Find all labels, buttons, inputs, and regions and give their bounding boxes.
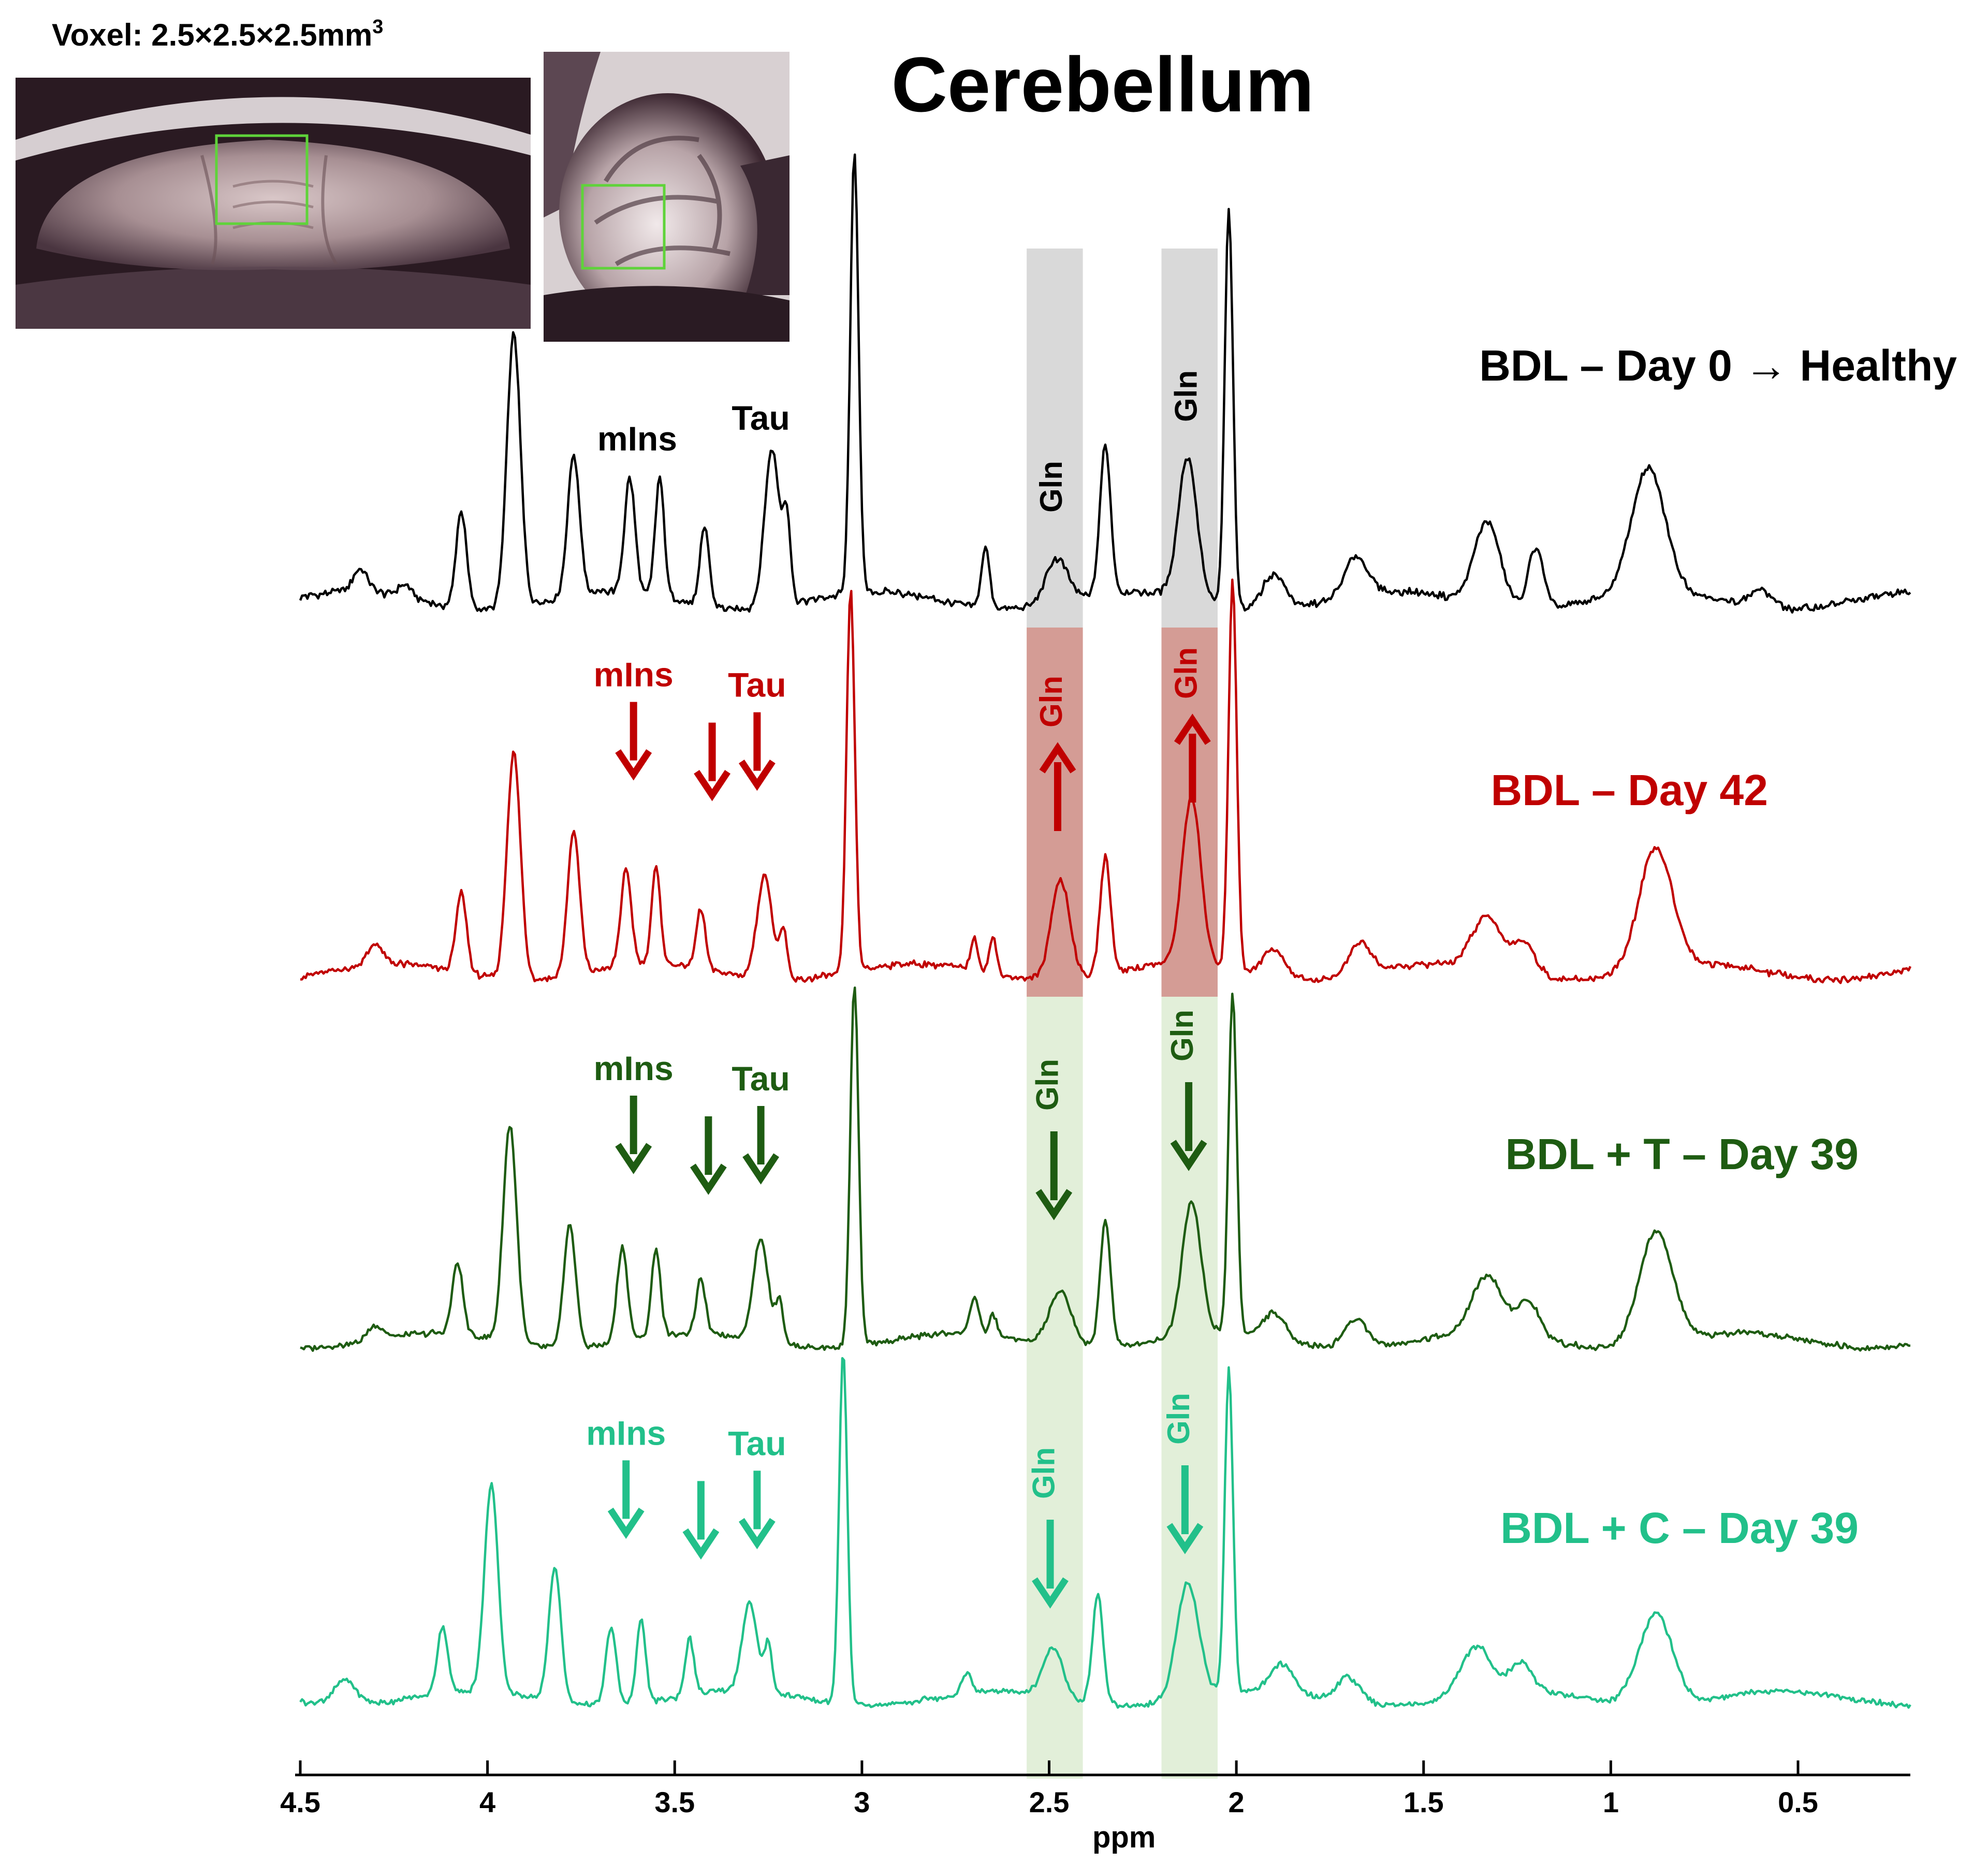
metabolite-label-2-1: Tau <box>732 1059 790 1098</box>
series-label-0: BDL – Day 0 → Healthy <box>1479 341 1957 390</box>
mri-sagittal-drawing <box>544 52 790 342</box>
metabolite-label-1-1: Tau <box>728 666 786 704</box>
x-tick-label-3: 3 <box>854 1786 870 1818</box>
x-tick-label-8: 0.5 <box>1778 1786 1818 1818</box>
x-tick-label-0: 4.5 <box>280 1786 320 1818</box>
spectrum-line-0 <box>299 153 1911 614</box>
mri-coronal-image <box>16 78 531 329</box>
series-label-1: BDL – Day 42 <box>1491 766 1768 814</box>
metabolite-arrow-3-1 <box>738 1470 776 1550</box>
mri-sagittal-image <box>544 52 790 342</box>
x-tick-label-6: 1.5 <box>1404 1786 1444 1818</box>
series-label-2: BDL + T – Day 39 <box>1505 1130 1859 1178</box>
metabolite-label-2-0: mIns <box>594 1049 674 1087</box>
spectrum-line-1 <box>300 578 1912 984</box>
gln-label-2-1: Gln <box>1165 1010 1200 1061</box>
metabolite-label-3-0: mIns <box>586 1414 666 1452</box>
metabolite-label-0-1: Tau <box>732 399 790 437</box>
voxel-size-label: Voxel: 2.5×2.5×2.5mm3 <box>52 16 383 52</box>
metabolite-arrow-extra-3-1 <box>682 1481 720 1560</box>
gln-label-3-0: Gln <box>1027 1447 1061 1499</box>
x-tick-label-1: 4 <box>479 1786 495 1818</box>
metabolite-arrow-2-1 <box>742 1106 780 1185</box>
gln-band-0-row-0 <box>1027 249 1083 628</box>
gln-arrow-3-0 <box>1032 1520 1069 1609</box>
metabolite-arrow-extra-2-1 <box>690 1116 727 1195</box>
gln-label-2-0: Gln <box>1030 1059 1065 1111</box>
gln-label-0-1: Gln <box>1168 370 1203 422</box>
gln-band-1-row-2 <box>1161 997 1218 1377</box>
metabolite-label-3-1: Tau <box>728 1424 786 1462</box>
spectrum-line-3 <box>299 1357 1911 1709</box>
gln-arrow-1-0 <box>1039 742 1076 831</box>
x-tick-label-7: 1 <box>1603 1786 1619 1818</box>
gln-arrow-2-1 <box>1170 1082 1207 1171</box>
metabolite-label-1-0: mIns <box>594 656 674 694</box>
gln-band-0-row-3 <box>1027 1377 1083 1779</box>
metabolite-arrow-1-0 <box>615 702 652 781</box>
series-label-3: BDL + C – Day 39 <box>1500 1504 1859 1552</box>
voxel-box <box>215 134 309 225</box>
gln-label-1-0: Gln <box>1034 676 1069 727</box>
x-axis-label: ppm <box>1092 1821 1156 1854</box>
x-axis: 4.5 4 3.5 3 2.5 2 1.5 1 0.5 ppm <box>280 1760 1910 1854</box>
metabolite-arrow-3-0 <box>607 1460 645 1539</box>
x-tick-label-5: 2 <box>1229 1786 1245 1818</box>
gln-label-1-1: Gln <box>1168 647 1203 699</box>
series-label-0-part-0: BDL – Day 0 <box>1479 341 1744 390</box>
mri-coronal-drawing <box>16 78 531 329</box>
x-tick-label-4: 2.5 <box>1029 1786 1070 1818</box>
annotations: mIns Tau Gln Gln mIns Tau Gln Gln mIns Tau Gln Gln m… <box>586 370 1211 1609</box>
chart-title: Cerebellum <box>891 41 1314 128</box>
series-label-0-part-1: → <box>1744 341 1788 390</box>
spectra-lines <box>299 153 1912 1709</box>
series-label-1-part-0: BDL – Day 42 <box>1491 766 1768 814</box>
gln-band-1-row-3 <box>1161 1377 1218 1779</box>
x-tick-label-2: 3.5 <box>654 1786 695 1818</box>
gln-label-3-1: Gln <box>1161 1393 1196 1445</box>
metabolite-arrow-extra-1-1 <box>694 722 730 802</box>
gln-arrow-2-0 <box>1035 1131 1073 1220</box>
series-labels: BDL – Day 0 → Healthy BDL – Day 42 BDL + T… <box>1479 341 1957 1552</box>
metabolite-arrow-2-0 <box>615 1096 652 1174</box>
voxel-box-sagittal <box>581 184 666 270</box>
gln-label-0-0: Gln <box>1034 461 1069 513</box>
series-label-2-part-0: BDL + T – Day 39 <box>1505 1130 1859 1178</box>
series-label-0-part-2: Healthy <box>1788 341 1957 390</box>
metabolite-label-0-0: mIns <box>597 419 677 458</box>
metabolite-arrow-1-1 <box>738 712 776 791</box>
gln-arrow-1-1 <box>1174 713 1211 803</box>
spectrum-line-2 <box>300 986 1911 1352</box>
series-label-3-part-0: BDL + C – Day 39 <box>1500 1504 1859 1552</box>
gln-arrow-3-1 <box>1166 1465 1204 1554</box>
